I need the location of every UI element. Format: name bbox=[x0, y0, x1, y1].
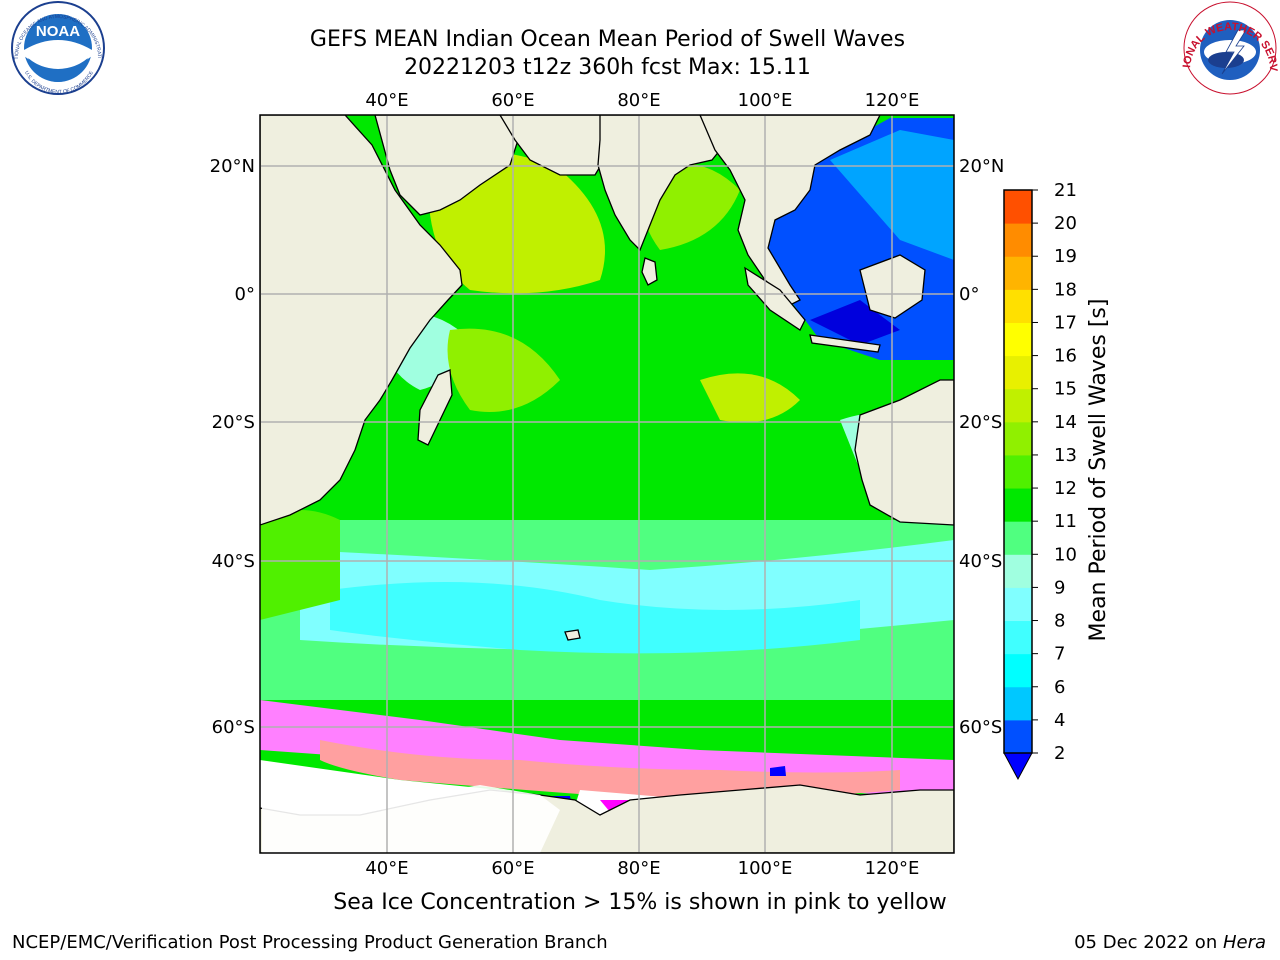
colorbar-segment bbox=[1004, 223, 1032, 257]
colorbar-tick-label: 9 bbox=[1054, 577, 1065, 598]
lat-label: 40°S bbox=[959, 551, 1002, 572]
lon-label: 100°E bbox=[738, 858, 793, 879]
svg-text:NATIONAL WEATHER SERVICE: NATIONAL WEATHER SERVICE bbox=[0, 0, 1279, 72]
colorbar-tick-label: 18 bbox=[1054, 279, 1077, 300]
colorbar-segment bbox=[1004, 488, 1032, 522]
colorbar-tick-label: 17 bbox=[1054, 312, 1077, 333]
colorbar-tick-label: 2 bbox=[1054, 743, 1065, 764]
colorbar-segment bbox=[1004, 256, 1032, 290]
map-area bbox=[260, 115, 954, 853]
colorbar-tick-label: 4 bbox=[1054, 710, 1065, 731]
lon-label: 80°E bbox=[617, 858, 660, 879]
colorbar-segment bbox=[1004, 289, 1032, 323]
lat-label: 40°S bbox=[212, 551, 255, 572]
lon-labels-top: 40°E 60°E 80°E 100°E 120°E bbox=[365, 90, 919, 111]
lon-label: 40°E bbox=[365, 858, 408, 879]
colorbar-tick-label: 10 bbox=[1054, 544, 1077, 565]
colorbar-label: Mean Period of Swell Waves [s] bbox=[1086, 299, 1111, 642]
lat-label: 0° bbox=[959, 284, 979, 305]
colorbar-tick-label: 16 bbox=[1054, 346, 1077, 367]
graticule bbox=[260, 115, 954, 853]
colorbar-segment bbox=[1004, 686, 1032, 721]
colorbar-frame bbox=[1003, 189, 1033, 754]
lat-label: 60°S bbox=[212, 717, 255, 738]
colorbar-tick-label: 15 bbox=[1054, 379, 1077, 400]
map-subtitle: 20221203 t12z 360h fcst Max: 15.11 bbox=[404, 55, 811, 80]
colorbar: 2 4 6 7 8 9 10 11 12 13 14 15 16 17 18 19 20 21 bbox=[1003, 180, 1077, 781]
colorbar-segment bbox=[1004, 587, 1032, 622]
footer-left: NCEP/EMC/Verification Post Processing Pr… bbox=[12, 932, 608, 953]
lon-label: 80°E bbox=[617, 90, 660, 111]
colorbar-tick-label: 6 bbox=[1054, 677, 1065, 698]
colorbar-segment bbox=[1004, 421, 1032, 456]
lat-labels-right: 20°N 0° 20°S 40°S 60°S bbox=[959, 156, 1004, 738]
lat-label: 0° bbox=[235, 284, 255, 305]
footer-date: 05 Dec 2022 on bbox=[1074, 932, 1223, 953]
map-title: GEFS MEAN Indian Ocean Mean Period of Sw… bbox=[309, 27, 906, 52]
lon-label: 40°E bbox=[365, 90, 408, 111]
colorbar-segment bbox=[1004, 653, 1032, 688]
footer-right: 05 Dec 2022 on Hera bbox=[1074, 932, 1266, 953]
colorbar-segment bbox=[1004, 322, 1032, 357]
colorbar-segment bbox=[1004, 355, 1032, 390]
sea-ice-caption: Sea Ice Concentration > 15% is shown in … bbox=[333, 890, 947, 915]
colorbar-segment bbox=[1004, 388, 1032, 423]
footer-host: Hera bbox=[1222, 932, 1266, 953]
colorbar-tick-label: 12 bbox=[1054, 478, 1077, 499]
colorbar-tick-label: 21 bbox=[1054, 180, 1077, 201]
colorbar-tick-label: 13 bbox=[1054, 445, 1077, 466]
lon-label: 100°E bbox=[738, 90, 793, 111]
colorbar-tick-label: 14 bbox=[1054, 412, 1077, 433]
colorbar-segment bbox=[1004, 454, 1032, 489]
lat-label: 20°N bbox=[210, 156, 255, 177]
lon-label: 60°E bbox=[491, 90, 534, 111]
lon-labels-bottom: 40°E 60°E 80°E 100°E 120°E bbox=[365, 858, 919, 879]
lon-label: 120°E bbox=[865, 858, 920, 879]
colorbar-segment bbox=[1004, 521, 1032, 555]
colorbar-segment bbox=[1004, 620, 1032, 655]
lon-label: 120°E bbox=[865, 90, 920, 111]
colorbar-segment bbox=[1004, 190, 1032, 224]
lat-labels-left: 20°N 0° 20°S 40°S 60°S bbox=[210, 156, 255, 738]
map-frame bbox=[259, 114, 955, 854]
lon-label: 60°E bbox=[491, 858, 534, 879]
nws-logo: NATIONAL WEATHER SERVICE bbox=[0, 0, 1279, 95]
lat-label: 20°S bbox=[959, 412, 1002, 433]
lat-label: 20°S bbox=[212, 412, 255, 433]
colorbar-segment bbox=[1004, 554, 1032, 588]
lat-label: 60°S bbox=[959, 717, 1002, 738]
colorbar-tick-label: 20 bbox=[1054, 213, 1077, 234]
noaa-logo-text: NOAA bbox=[36, 23, 80, 40]
lat-label: 20°N bbox=[959, 156, 1004, 177]
colorbar-extend-arrow bbox=[1003, 752, 1033, 781]
colorbar-tick-label: 8 bbox=[1054, 611, 1065, 632]
colorbar-tick-label: 19 bbox=[1054, 246, 1077, 267]
colorbar-segment bbox=[1004, 719, 1032, 754]
noaa-logo: NOAA NATIONAL OCEANIC AND ATMOSPHERIC AD… bbox=[0, 0, 105, 95]
colorbar-tick-label: 7 bbox=[1054, 644, 1065, 665]
colorbar-tick-label: 11 bbox=[1054, 511, 1077, 532]
